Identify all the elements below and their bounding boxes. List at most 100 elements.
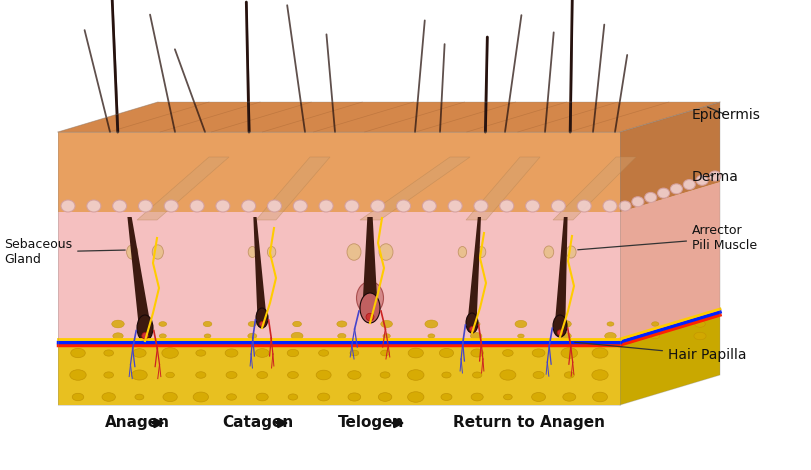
Ellipse shape xyxy=(694,332,706,340)
Ellipse shape xyxy=(532,349,545,357)
Text: Catagen: Catagen xyxy=(222,415,294,431)
Ellipse shape xyxy=(248,321,256,327)
Ellipse shape xyxy=(603,200,617,212)
Ellipse shape xyxy=(225,349,238,357)
Ellipse shape xyxy=(466,313,478,333)
Ellipse shape xyxy=(557,330,563,336)
Ellipse shape xyxy=(408,348,423,358)
Ellipse shape xyxy=(142,333,148,339)
Ellipse shape xyxy=(408,392,424,402)
Polygon shape xyxy=(253,217,267,318)
Ellipse shape xyxy=(500,200,513,212)
Ellipse shape xyxy=(478,246,486,258)
Ellipse shape xyxy=(257,371,268,378)
Ellipse shape xyxy=(563,393,576,401)
Ellipse shape xyxy=(104,372,114,378)
Ellipse shape xyxy=(195,372,206,378)
Ellipse shape xyxy=(397,200,410,212)
Polygon shape xyxy=(58,345,620,405)
Ellipse shape xyxy=(448,200,462,212)
Ellipse shape xyxy=(350,350,358,356)
Ellipse shape xyxy=(319,350,328,356)
Polygon shape xyxy=(58,132,620,212)
Ellipse shape xyxy=(471,393,483,401)
Ellipse shape xyxy=(131,370,148,380)
Ellipse shape xyxy=(196,350,206,356)
Ellipse shape xyxy=(566,246,576,258)
Ellipse shape xyxy=(533,371,544,378)
Ellipse shape xyxy=(650,333,659,339)
Ellipse shape xyxy=(256,308,268,328)
Ellipse shape xyxy=(515,321,527,328)
Ellipse shape xyxy=(560,333,571,339)
Ellipse shape xyxy=(70,370,86,380)
Text: Derma: Derma xyxy=(692,170,739,184)
Ellipse shape xyxy=(248,333,257,339)
Text: Epidermis: Epidermis xyxy=(692,107,761,122)
Ellipse shape xyxy=(379,244,393,260)
Ellipse shape xyxy=(366,313,374,321)
Ellipse shape xyxy=(470,327,474,331)
Ellipse shape xyxy=(440,348,453,358)
Ellipse shape xyxy=(288,394,298,400)
Ellipse shape xyxy=(383,334,390,338)
Ellipse shape xyxy=(193,392,208,402)
Ellipse shape xyxy=(561,348,577,358)
Ellipse shape xyxy=(442,372,451,378)
Ellipse shape xyxy=(632,197,644,207)
Polygon shape xyxy=(555,217,568,326)
Polygon shape xyxy=(553,157,636,220)
Ellipse shape xyxy=(531,392,546,401)
Polygon shape xyxy=(58,102,720,132)
Ellipse shape xyxy=(441,393,452,400)
Text: Sebaceous
Gland: Sebaceous Gland xyxy=(4,238,125,266)
Ellipse shape xyxy=(133,349,146,357)
Ellipse shape xyxy=(113,200,127,212)
Ellipse shape xyxy=(380,321,393,328)
Text: Return to Anagen: Return to Anagen xyxy=(453,415,605,431)
Ellipse shape xyxy=(607,322,614,326)
Ellipse shape xyxy=(378,392,392,401)
Polygon shape xyxy=(58,182,720,212)
Ellipse shape xyxy=(165,372,174,378)
Ellipse shape xyxy=(425,320,438,328)
Polygon shape xyxy=(127,217,151,328)
Ellipse shape xyxy=(553,315,567,337)
Ellipse shape xyxy=(347,244,361,260)
Ellipse shape xyxy=(357,282,384,314)
Ellipse shape xyxy=(159,321,166,326)
Ellipse shape xyxy=(407,370,424,380)
Ellipse shape xyxy=(605,332,616,339)
Ellipse shape xyxy=(551,200,565,212)
Ellipse shape xyxy=(577,200,591,212)
Polygon shape xyxy=(363,217,378,308)
Ellipse shape xyxy=(348,371,361,379)
Text: Arrector
Pili Muscle: Arrector Pili Muscle xyxy=(577,224,757,252)
Ellipse shape xyxy=(152,245,163,259)
Polygon shape xyxy=(360,157,470,220)
Ellipse shape xyxy=(71,348,85,358)
Ellipse shape xyxy=(380,350,389,356)
Ellipse shape xyxy=(592,348,608,358)
Polygon shape xyxy=(256,157,330,220)
Ellipse shape xyxy=(645,192,657,203)
Ellipse shape xyxy=(256,393,268,401)
Ellipse shape xyxy=(471,349,483,357)
Ellipse shape xyxy=(709,171,721,181)
Ellipse shape xyxy=(345,200,359,212)
Ellipse shape xyxy=(458,246,466,258)
Ellipse shape xyxy=(470,332,482,339)
Polygon shape xyxy=(620,315,720,405)
Ellipse shape xyxy=(162,348,178,358)
Text: Anagen: Anagen xyxy=(105,415,170,431)
Ellipse shape xyxy=(319,200,333,212)
Ellipse shape xyxy=(216,200,230,212)
Ellipse shape xyxy=(72,393,84,401)
Ellipse shape xyxy=(316,370,331,380)
Polygon shape xyxy=(58,212,620,345)
Ellipse shape xyxy=(291,332,303,340)
Ellipse shape xyxy=(526,200,539,212)
Polygon shape xyxy=(620,102,720,212)
Ellipse shape xyxy=(651,322,659,326)
Ellipse shape xyxy=(500,370,516,380)
